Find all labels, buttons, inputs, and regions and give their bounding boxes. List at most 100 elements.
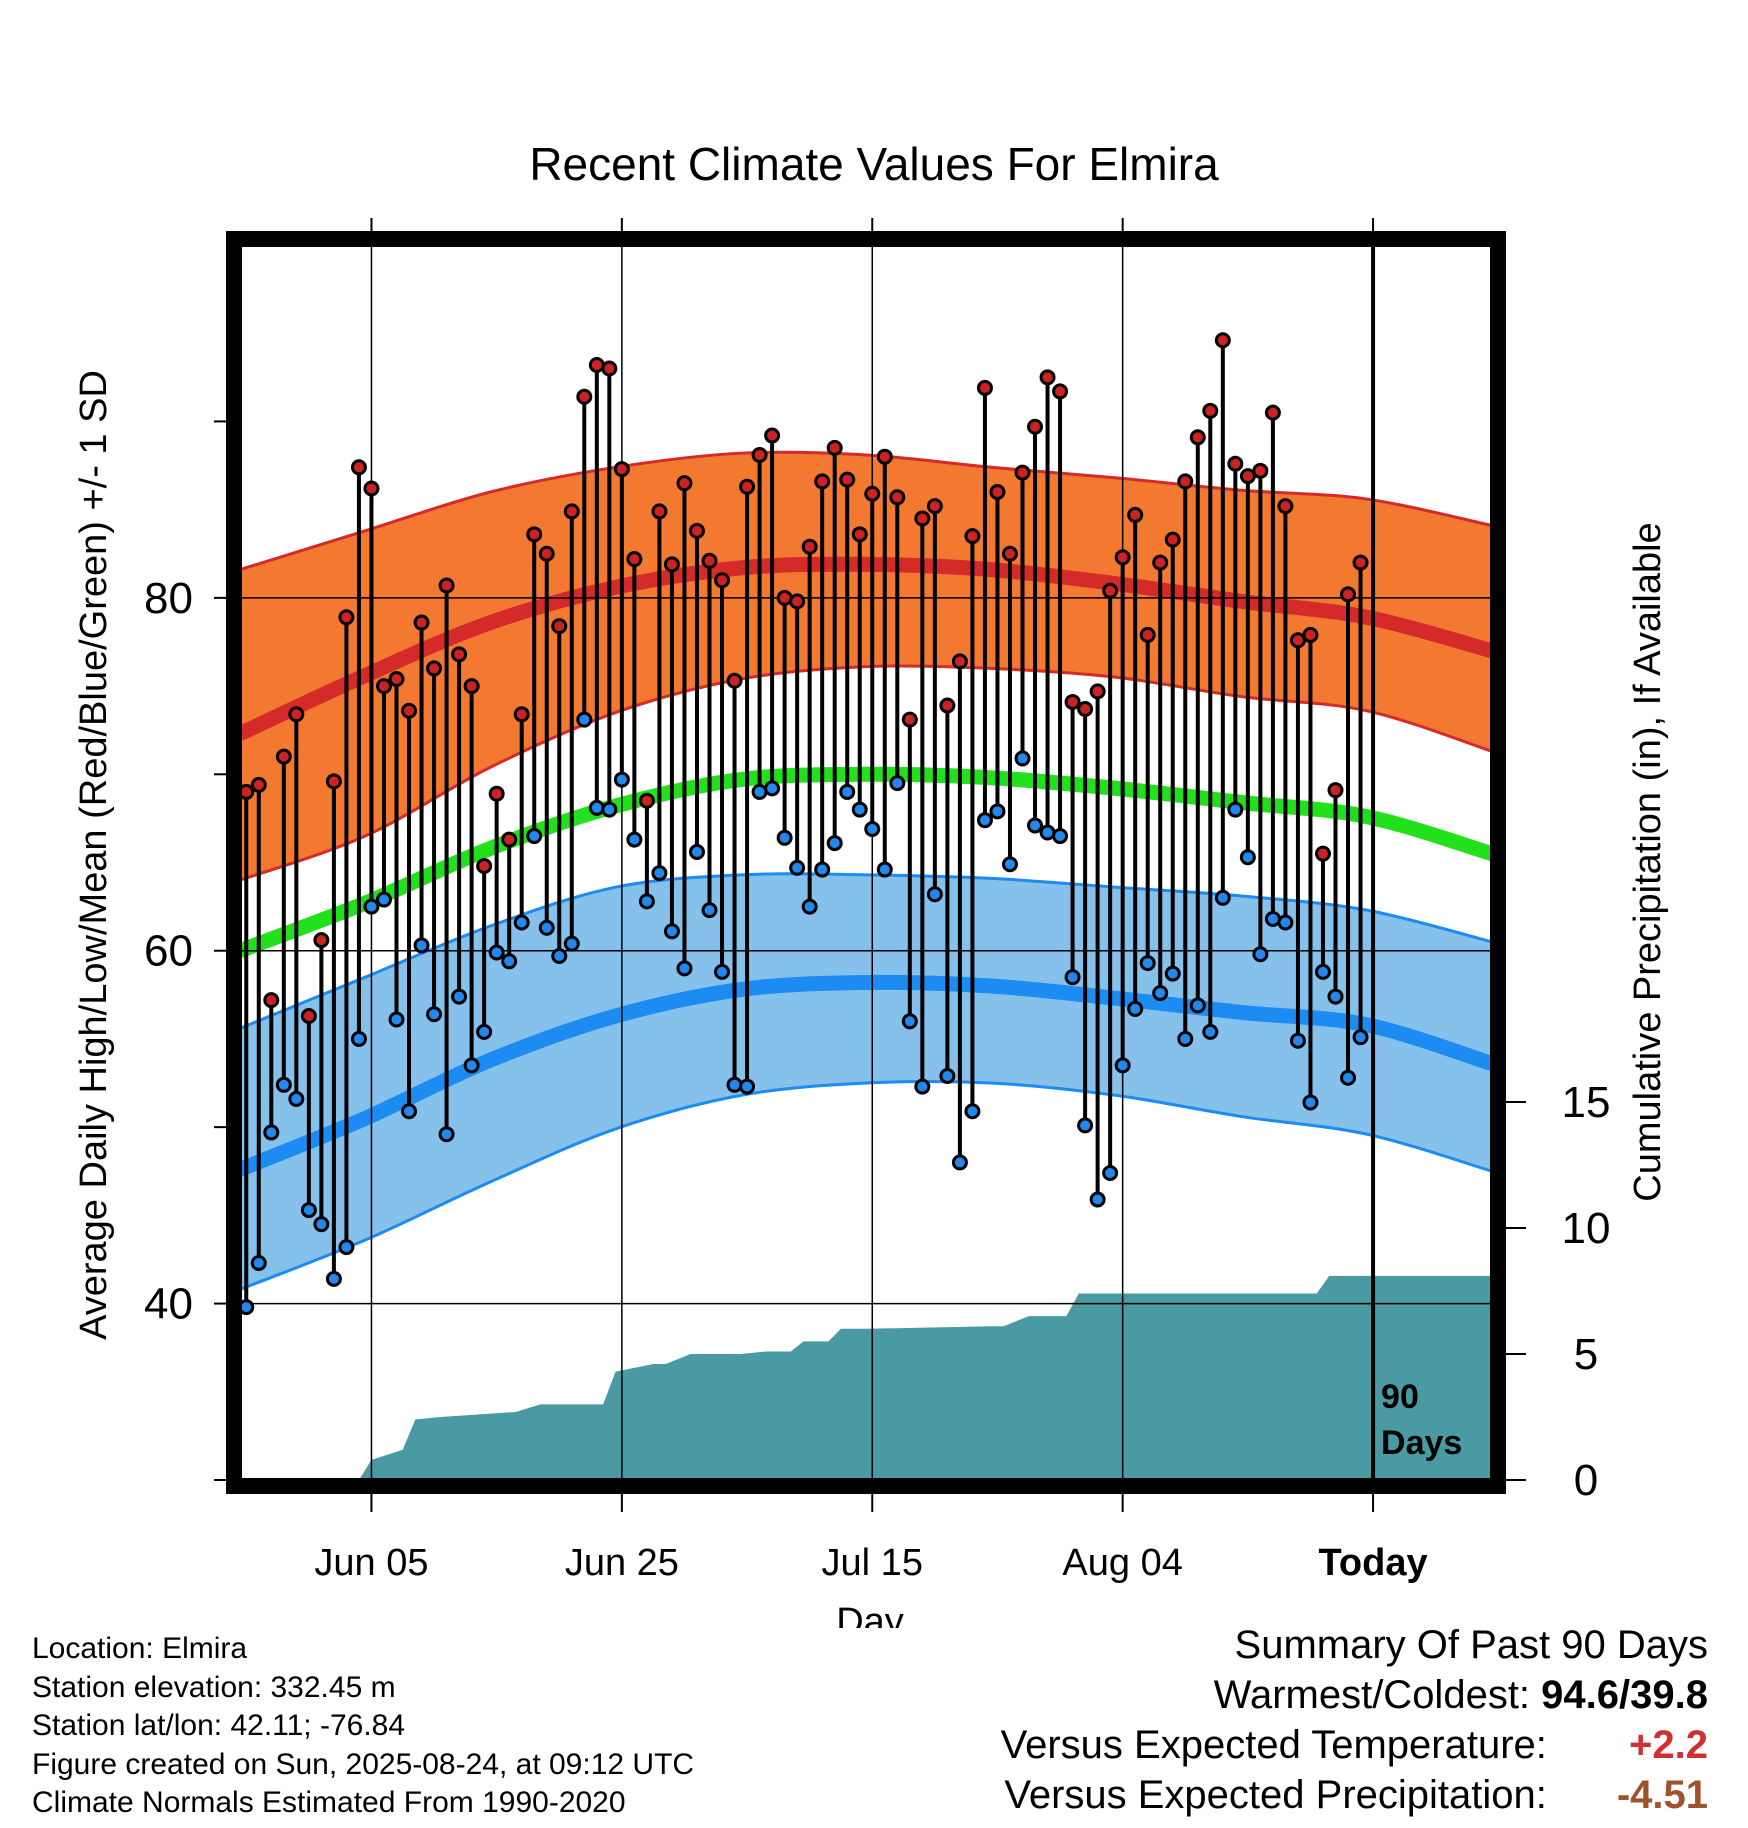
daily-high-point xyxy=(926,498,943,515)
daily-high-point xyxy=(764,427,781,444)
daily-low-point xyxy=(250,1254,267,1271)
daily-low-point xyxy=(388,1011,405,1028)
daily-low-point xyxy=(1314,963,1331,980)
daily-low-point xyxy=(901,1013,918,1030)
daily-low-point xyxy=(463,1057,480,1074)
daily-high-point xyxy=(1177,473,1194,490)
cumulative-precip-area xyxy=(240,1275,1491,1480)
daily-low-point xyxy=(776,829,793,846)
daily-low-point xyxy=(651,865,668,882)
daily-low-point xyxy=(739,1078,756,1095)
daily-high-point xyxy=(563,503,580,520)
daily-low-point xyxy=(263,1124,280,1141)
daily-low-point xyxy=(451,988,468,1005)
latlon-text: Station lat/lon: 42.11; -76.84 xyxy=(32,1709,406,1742)
daily-high-point xyxy=(1027,418,1044,435)
daily-high-point xyxy=(939,697,956,714)
daily-high-point xyxy=(663,556,680,573)
warmest-label: Warmest/Coldest: xyxy=(1213,1673,1531,1717)
daily-low-point xyxy=(826,835,843,852)
daily-high-point xyxy=(751,446,768,463)
daily-high-point xyxy=(789,593,806,610)
daily-low-point xyxy=(240,1299,255,1316)
normal-low-line xyxy=(240,974,1492,1177)
daily-high-point xyxy=(338,609,355,626)
daily-high-point xyxy=(1314,845,1331,862)
daily-low-point xyxy=(350,1030,367,1047)
daily-low-point xyxy=(275,1076,292,1093)
daily-high-point xyxy=(413,614,430,631)
daily-low-point xyxy=(864,820,881,837)
daily-low-point xyxy=(526,828,543,845)
daily-high-point xyxy=(964,528,981,545)
daily-low-point xyxy=(1064,969,1081,986)
daily-low-point xyxy=(1177,1030,1194,1047)
daily-high-point xyxy=(1052,383,1069,400)
daily-low-point xyxy=(1264,910,1281,927)
daily-high-point xyxy=(1001,545,1018,562)
warmest-value: 94.6/39.8 xyxy=(1541,1673,1708,1717)
daily-low-point xyxy=(1039,824,1056,841)
daily-low-point xyxy=(551,948,568,965)
daily-low-point xyxy=(889,775,906,792)
daily-high-point xyxy=(701,552,718,569)
daily-low-point xyxy=(1127,1000,1144,1017)
plot-area: 90 Days Jun 05 Jun 25 Jul 15 Aug 04 Today 40 60 8… xyxy=(144,218,1610,1584)
daily-high-point xyxy=(576,388,593,405)
daily-high-point xyxy=(313,932,330,949)
daily-high-point xyxy=(588,356,605,373)
daily-high-point xyxy=(1227,455,1244,472)
daily-low-point xyxy=(951,1154,968,1171)
y-right-tick-label: 10 xyxy=(1562,1204,1611,1253)
daily-high-point xyxy=(901,711,918,728)
y-left-tick-label: 60 xyxy=(144,927,193,976)
daily-high-point xyxy=(513,706,530,723)
y-right-tick-label: 15 xyxy=(1562,1078,1611,1127)
daily-low-point xyxy=(626,831,643,848)
daily-high-point xyxy=(1077,701,1094,718)
daily-low-point xyxy=(588,799,605,816)
low-sd-lower-line xyxy=(240,1079,1492,1291)
daily-high-point xyxy=(488,785,505,802)
daily-low-point xyxy=(663,923,680,940)
precip-anomaly-value: -4.51 xyxy=(1616,1773,1708,1817)
daily-high-point xyxy=(814,473,831,490)
daily-high-point xyxy=(388,671,405,688)
daily-high-point xyxy=(1102,582,1119,599)
daily-low-point xyxy=(413,937,430,954)
daily-low-point xyxy=(1102,1165,1119,1182)
daily-high-point xyxy=(1239,468,1256,485)
daily-low-point xyxy=(1077,1117,1094,1134)
daily-low-point xyxy=(488,944,505,961)
daily-high-point xyxy=(240,783,255,800)
daily-high-point xyxy=(1127,506,1144,523)
daily-high-point xyxy=(976,379,993,396)
daily-low-point xyxy=(688,843,705,860)
x-tick-label: Today xyxy=(1319,1542,1428,1584)
y-axis-right-label: Cumulative Precipitation (in), If Availa… xyxy=(1627,522,1669,1201)
daily-high-point xyxy=(839,471,856,488)
daily-low-point xyxy=(976,812,993,829)
daily-low-point xyxy=(1327,988,1344,1005)
daily-high-point xyxy=(250,776,267,793)
daily-low-point xyxy=(1214,889,1231,906)
daily-high-point xyxy=(651,503,668,520)
daily-low-point xyxy=(1052,828,1069,845)
daily-high-point xyxy=(1214,332,1231,349)
location-text: Location: Elmira xyxy=(32,1632,248,1665)
daily-high-point xyxy=(501,831,518,848)
daily-low-point xyxy=(363,898,380,915)
daily-high-point xyxy=(1252,462,1269,479)
daily-low-point xyxy=(1302,1094,1319,1111)
x-axis-label: Day xyxy=(836,1601,904,1628)
precip-anomaly-label: Versus Expected Precipitation: xyxy=(1004,1773,1547,1817)
daily-high-point xyxy=(1089,683,1106,700)
x-tick-label: Jun 05 xyxy=(314,1542,428,1584)
daily-low-point xyxy=(714,963,731,980)
daily-high-point xyxy=(951,653,968,670)
temp-anomaly-row: Versus Expected Temperature: +2.2 xyxy=(1001,1720,1708,1770)
daily-high-point xyxy=(476,858,493,875)
daily-low-point xyxy=(538,919,555,936)
daily-high-point xyxy=(1277,498,1294,515)
daily-low-point xyxy=(613,771,630,788)
